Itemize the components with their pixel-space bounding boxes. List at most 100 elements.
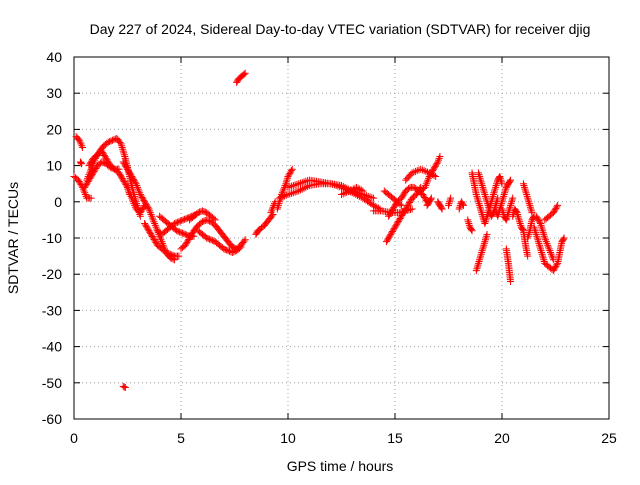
data-point	[520, 182, 528, 190]
data-point	[424, 176, 432, 184]
data-point	[492, 182, 500, 190]
x-tick-label: 10	[280, 430, 296, 446]
data-point	[296, 179, 304, 187]
data-point	[151, 221, 159, 229]
data-point	[396, 200, 404, 208]
data-point	[477, 205, 485, 213]
data-point	[501, 187, 509, 195]
data-point	[507, 277, 515, 285]
data-point	[436, 153, 444, 161]
x-tick-label: 15	[387, 430, 403, 446]
data-point	[544, 241, 552, 249]
data-point	[397, 201, 405, 209]
data-point	[119, 176, 127, 184]
data-point	[289, 189, 297, 197]
data-point	[354, 184, 362, 192]
data-point	[480, 187, 488, 195]
data-point	[344, 188, 352, 196]
data-point	[552, 262, 560, 270]
data-point	[539, 252, 547, 260]
data-point	[535, 217, 543, 225]
data-point	[116, 139, 124, 147]
data-point	[532, 212, 540, 220]
data-point	[207, 236, 215, 244]
data-point	[507, 200, 515, 208]
data-point	[508, 196, 516, 204]
data-point	[186, 234, 194, 242]
data-point	[482, 234, 490, 242]
data-point	[473, 263, 481, 271]
data-point	[540, 232, 548, 240]
data-point	[420, 167, 428, 175]
data-point	[121, 179, 129, 187]
data-point	[428, 168, 436, 176]
data-point	[101, 153, 109, 161]
data-point	[446, 196, 454, 204]
data-point	[499, 194, 507, 202]
data-point	[98, 158, 106, 166]
data-point	[474, 196, 482, 204]
data-point	[75, 178, 83, 186]
data-point	[417, 165, 425, 173]
data-point	[341, 189, 349, 197]
data-point	[525, 200, 533, 208]
data-point	[118, 175, 126, 183]
data-point	[293, 188, 301, 196]
data-point	[211, 216, 219, 224]
data-point	[394, 217, 402, 225]
data-point	[515, 214, 523, 222]
data-point	[203, 216, 211, 224]
data-point	[422, 167, 430, 175]
data-point	[298, 178, 306, 186]
data-point	[390, 204, 398, 212]
data-point	[134, 185, 142, 193]
data-point	[203, 234, 211, 242]
data-point	[172, 219, 180, 227]
data-point	[484, 200, 492, 208]
data-point	[531, 227, 539, 235]
data-point	[291, 188, 299, 196]
data-point	[302, 177, 310, 185]
data-point	[478, 182, 486, 190]
data-point	[179, 216, 187, 224]
data-point	[121, 153, 129, 161]
data-point	[390, 225, 398, 233]
data-point	[389, 226, 397, 234]
data-point	[489, 192, 497, 200]
data-point	[423, 178, 431, 186]
data-point	[481, 236, 489, 244]
data-point	[527, 205, 535, 213]
data-point	[497, 178, 505, 186]
data-point	[339, 190, 347, 198]
x-tick-label: 20	[494, 430, 510, 446]
data-point	[479, 183, 487, 191]
data-point	[431, 162, 439, 170]
data-point	[120, 159, 128, 167]
data-point	[406, 199, 414, 207]
data-point	[482, 194, 490, 202]
data-point	[533, 232, 541, 240]
y-tick-label: -20	[42, 266, 62, 282]
data-point	[296, 186, 304, 194]
data-point	[427, 195, 435, 203]
data-point	[181, 215, 189, 223]
data-point	[391, 202, 399, 210]
data-point	[430, 165, 438, 173]
data-point	[476, 174, 484, 182]
data-point	[200, 207, 208, 215]
data-point	[109, 164, 117, 172]
data-point	[198, 218, 206, 226]
data-point	[476, 256, 484, 264]
data-point	[206, 217, 214, 225]
data-series	[70, 69, 568, 392]
data-point	[384, 235, 392, 243]
data-point	[468, 227, 476, 235]
data-point	[157, 236, 165, 244]
data-point	[549, 209, 557, 217]
data-point	[82, 182, 90, 190]
data-point	[130, 177, 138, 185]
data-point	[496, 172, 504, 180]
data-point	[507, 176, 515, 184]
data-point	[432, 161, 440, 169]
data-point	[240, 70, 248, 78]
